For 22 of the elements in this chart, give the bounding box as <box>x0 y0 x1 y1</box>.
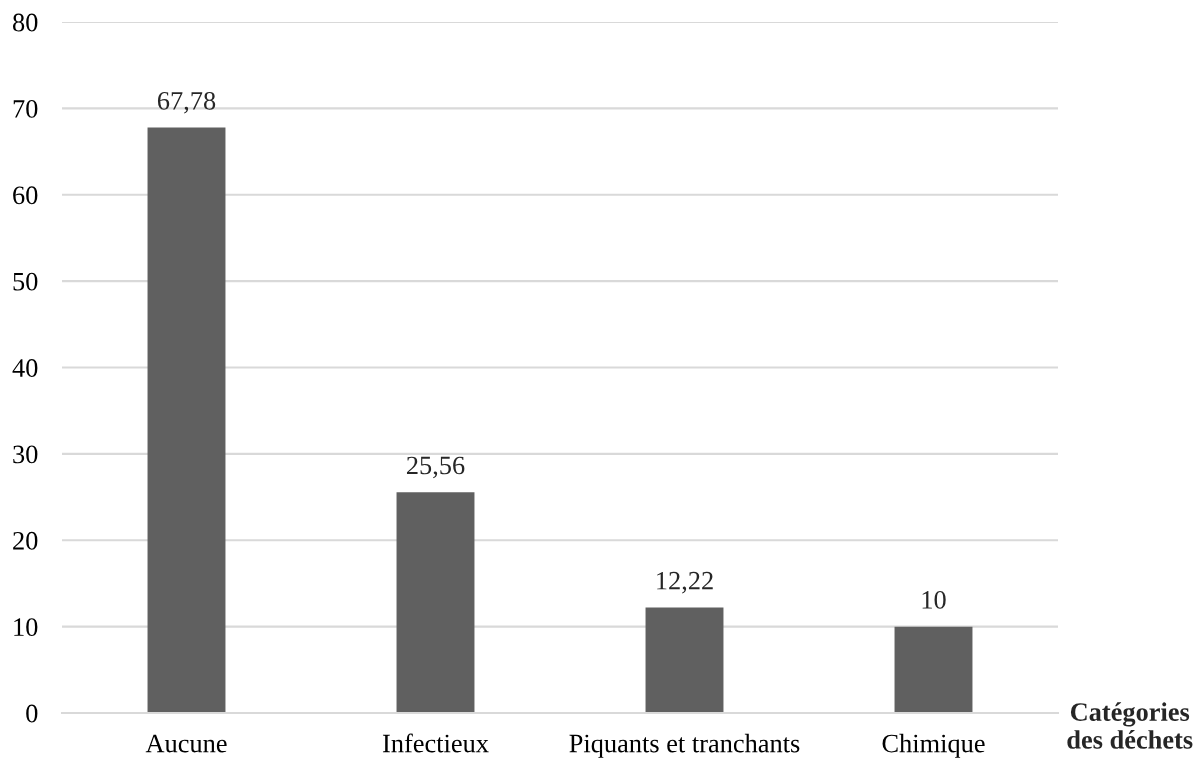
bar <box>147 127 226 713</box>
y-tick-label: 30 <box>13 445 38 464</box>
x-tick-label: Chimique <box>882 733 985 758</box>
x-tick-label: Aucune <box>145 734 227 753</box>
data-label: 12,22 <box>657 571 713 594</box>
y-tick-label: 50 <box>13 272 38 291</box>
data-label: 10 <box>922 590 946 609</box>
y-tick-label: 70 <box>13 99 38 118</box>
y-tick-label: 60 <box>13 186 38 205</box>
x-axis-title: Catégories des déchets <box>1067 702 1193 749</box>
bar <box>645 607 724 713</box>
bar <box>396 492 475 713</box>
bar <box>894 626 973 713</box>
y-tick-label: 20 <box>13 531 38 550</box>
y-tick-label: 40 <box>12 359 38 377</box>
y-tick-label: 0 <box>26 704 38 723</box>
x-tick-label: Infectieux <box>382 733 489 753</box>
data-label: 67,78 <box>157 91 216 114</box>
x-tick-label: Piquants et tranchants <box>569 733 800 758</box>
y-tick-label: 80 <box>13 13 38 32</box>
data-label: 25,56 <box>406 456 465 479</box>
y-tick-label: 10 <box>14 618 38 637</box>
